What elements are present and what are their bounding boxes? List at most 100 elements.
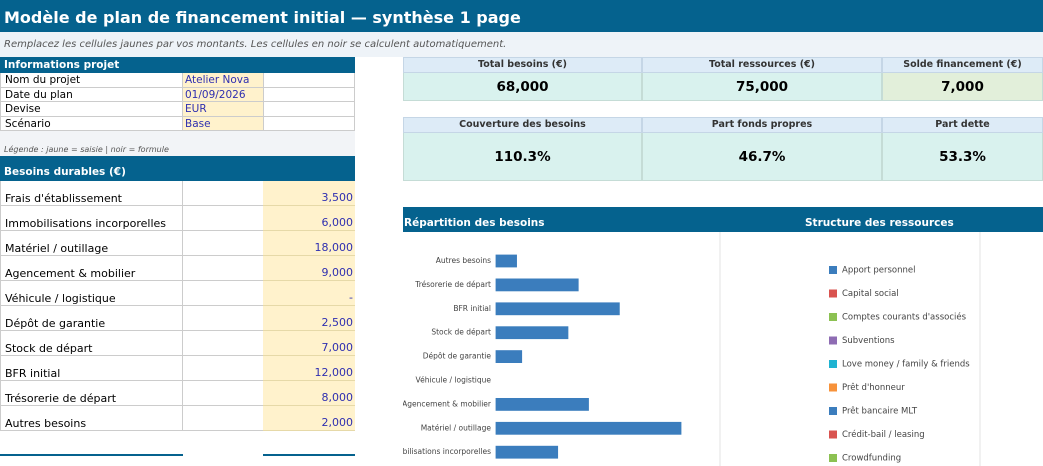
- kpi-value: 53.3%: [882, 133, 1043, 181]
- legend-swatch: [829, 313, 837, 321]
- empty-cell: [183, 256, 263, 281]
- legend-swatch: [829, 383, 837, 392]
- kpi-value: 68,000: [403, 73, 642, 101]
- category-label: Matériel / outillage: [421, 423, 492, 432]
- input-cell: Atelier Nova: [183, 73, 263, 88]
- legend-swatch: [829, 454, 837, 462]
- kpi-label: Part fonds propres: [642, 117, 882, 133]
- subtitle: Remplacez les cellules jaunes par vos mo…: [0, 32, 1043, 57]
- label-cell: Véhicule / logistique: [0, 281, 183, 306]
- legend-entry: Apport personnel: [842, 266, 915, 276]
- category-label: Dépôt de garantie: [423, 352, 492, 361]
- kpi-label: Solde financement (€): [882, 57, 1043, 73]
- chart-title: Répartition des besoins: [404, 217, 545, 229]
- legend-swatch: [829, 336, 837, 345]
- section-header: Besoins durables (€): [0, 156, 355, 181]
- label-cell: Immobilisations incorporelles: [0, 206, 183, 231]
- bar: [495, 445, 559, 459]
- input-cell: 18,000: [263, 231, 355, 256]
- input-cell: 01/09/2026: [183, 87, 263, 102]
- label-cell: Devise: [0, 102, 183, 117]
- legend-swatch: [829, 360, 837, 368]
- label-cell: Trésorerie de départ: [0, 381, 183, 406]
- category-label: BFR initial: [453, 304, 491, 313]
- category-label: Stock de départ: [431, 328, 491, 337]
- kpi-value: 7,000: [882, 73, 1043, 101]
- empty-cell: [263, 87, 355, 102]
- title-bar: Modèle de plan de financement initial — …: [0, 0, 1043, 32]
- note-area: Légende : jaune = saisie | noir = formul…: [0, 131, 355, 156]
- chart-header: [403, 207, 1043, 232]
- bar: [495, 254, 517, 268]
- kpi-value: 75,000: [642, 73, 882, 101]
- empty-cell: [183, 231, 263, 256]
- bar: [495, 421, 682, 435]
- section-header: Informations projet: [0, 57, 355, 73]
- chart-title: Structure des ressources: [805, 217, 954, 229]
- bar: [495, 350, 523, 363]
- empty-cell: [263, 73, 355, 88]
- label-cell: Matériel / outillage: [0, 231, 183, 256]
- category-label: Autres besoins: [436, 256, 491, 265]
- kpi-label: Total besoins (€): [403, 57, 642, 73]
- rule: [0, 454, 183, 456]
- label-cell: Nom du projet: [0, 73, 183, 88]
- kpi-value: 110.3%: [403, 133, 642, 181]
- legend-swatch: [829, 266, 837, 274]
- legend-entry: Crédit-bail / leasing: [842, 429, 925, 440]
- kpi-label: Part dette: [882, 117, 1043, 133]
- category-label: Agencement & mobilier: [403, 399, 492, 408]
- empty-cell: [183, 331, 263, 356]
- input-cell: 8,000: [263, 381, 355, 406]
- legend-entry: Love money / family & friends: [842, 360, 970, 370]
- label-cell: Date du plan: [0, 87, 183, 102]
- input-cell: 6,000: [263, 206, 355, 231]
- input-cell: 2,500: [263, 306, 355, 331]
- legend-entry: Capital social: [842, 289, 899, 299]
- category-label: Trésorerie de départ: [414, 280, 491, 289]
- input-cell: 3,500: [263, 181, 355, 206]
- input-cell: 12,000: [263, 356, 355, 381]
- label-cell: Scénario: [0, 116, 183, 131]
- category-label: Immobilisations incorporelles: [403, 447, 491, 456]
- category-label: Véhicule / logistique: [416, 376, 492, 385]
- empty-cell: [183, 381, 263, 406]
- chart-area: Autres besoins Trésorerie de départ BFR in…: [403, 232, 981, 466]
- empty-cell: [183, 281, 263, 306]
- kpi-label: Total ressources (€): [642, 57, 882, 73]
- empty-cell: [263, 102, 355, 117]
- empty-cell: [183, 206, 263, 231]
- legend-swatch: [829, 407, 837, 415]
- legend-swatch: [829, 289, 837, 298]
- legend-entry: Subventions: [842, 336, 895, 346]
- legend-entry: Prêt d'honneur: [842, 382, 905, 393]
- kpi-label: Couverture des besoins: [403, 117, 642, 133]
- bar: [495, 326, 569, 340]
- empty-cell: [183, 181, 263, 206]
- legend-entry: Comptes courants d'associés: [842, 312, 967, 323]
- input-cell: 7,000: [263, 331, 355, 356]
- label-cell: Agencement & mobilier: [0, 256, 183, 281]
- label-cell: Autres besoins: [0, 406, 183, 431]
- empty-cell: [183, 406, 263, 431]
- legend-swatch: [829, 430, 837, 439]
- rule: [263, 454, 355, 456]
- bar: [495, 397, 589, 411]
- input-cell: 9,000: [263, 256, 355, 281]
- input-cell: -: [263, 281, 355, 306]
- kpi-value: 46.7%: [642, 133, 882, 181]
- empty-cell: [183, 306, 263, 331]
- input-cell: EUR: [183, 102, 263, 117]
- label-cell: Dépôt de garantie: [0, 306, 183, 331]
- empty-cell: [183, 356, 263, 381]
- legend-entry: Prêt bancaire MLT: [842, 406, 918, 417]
- input-cell: Base: [183, 116, 263, 131]
- empty-cell: [263, 116, 355, 131]
- bar: [495, 278, 579, 292]
- label-cell: Stock de départ: [0, 331, 183, 356]
- label-cell: Frais d'établissement: [0, 181, 183, 206]
- bar: [495, 302, 620, 316]
- label-cell: BFR initial: [0, 356, 183, 381]
- input-cell: 2,000: [263, 406, 355, 431]
